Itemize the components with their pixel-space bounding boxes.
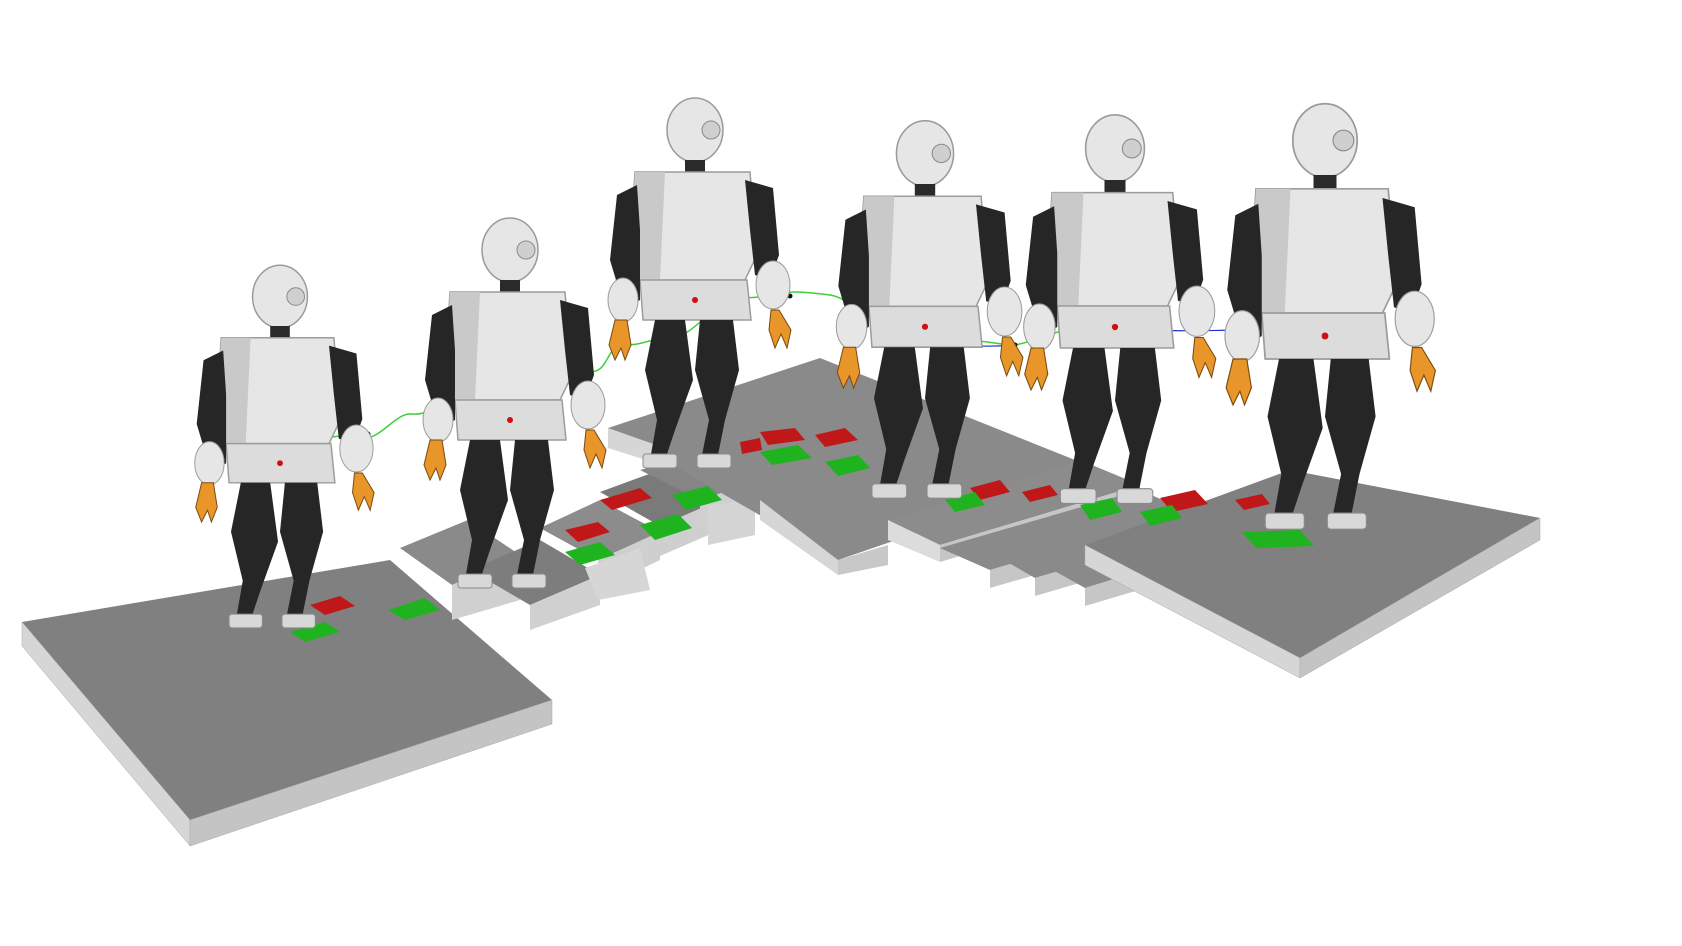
footstep-green <box>825 455 870 476</box>
footstep-red <box>760 428 805 445</box>
footstep-green <box>1242 530 1314 548</box>
footstep-green <box>290 622 340 642</box>
robot-frame-6 <box>1224 102 1437 531</box>
footstep-green <box>565 542 615 565</box>
footstep-green <box>672 486 722 510</box>
footstep-red <box>815 428 858 447</box>
robot-frame-5 <box>1022 114 1217 505</box>
footstep-green <box>760 445 812 465</box>
footstep-red <box>740 438 762 454</box>
footstep-red <box>1235 494 1270 510</box>
footstep-red <box>600 488 652 510</box>
footstep-red <box>1022 485 1058 502</box>
start-platform <box>21 560 553 847</box>
footstep-green <box>945 492 985 512</box>
footstep-green <box>640 514 692 540</box>
footstep-markers <box>290 428 1314 642</box>
end-platform <box>1084 470 1541 679</box>
footstep-green <box>388 598 440 620</box>
footstep-red <box>565 522 610 542</box>
footstep-green <box>1140 505 1182 526</box>
footstep-red <box>970 480 1010 500</box>
footstep-red <box>310 596 355 615</box>
